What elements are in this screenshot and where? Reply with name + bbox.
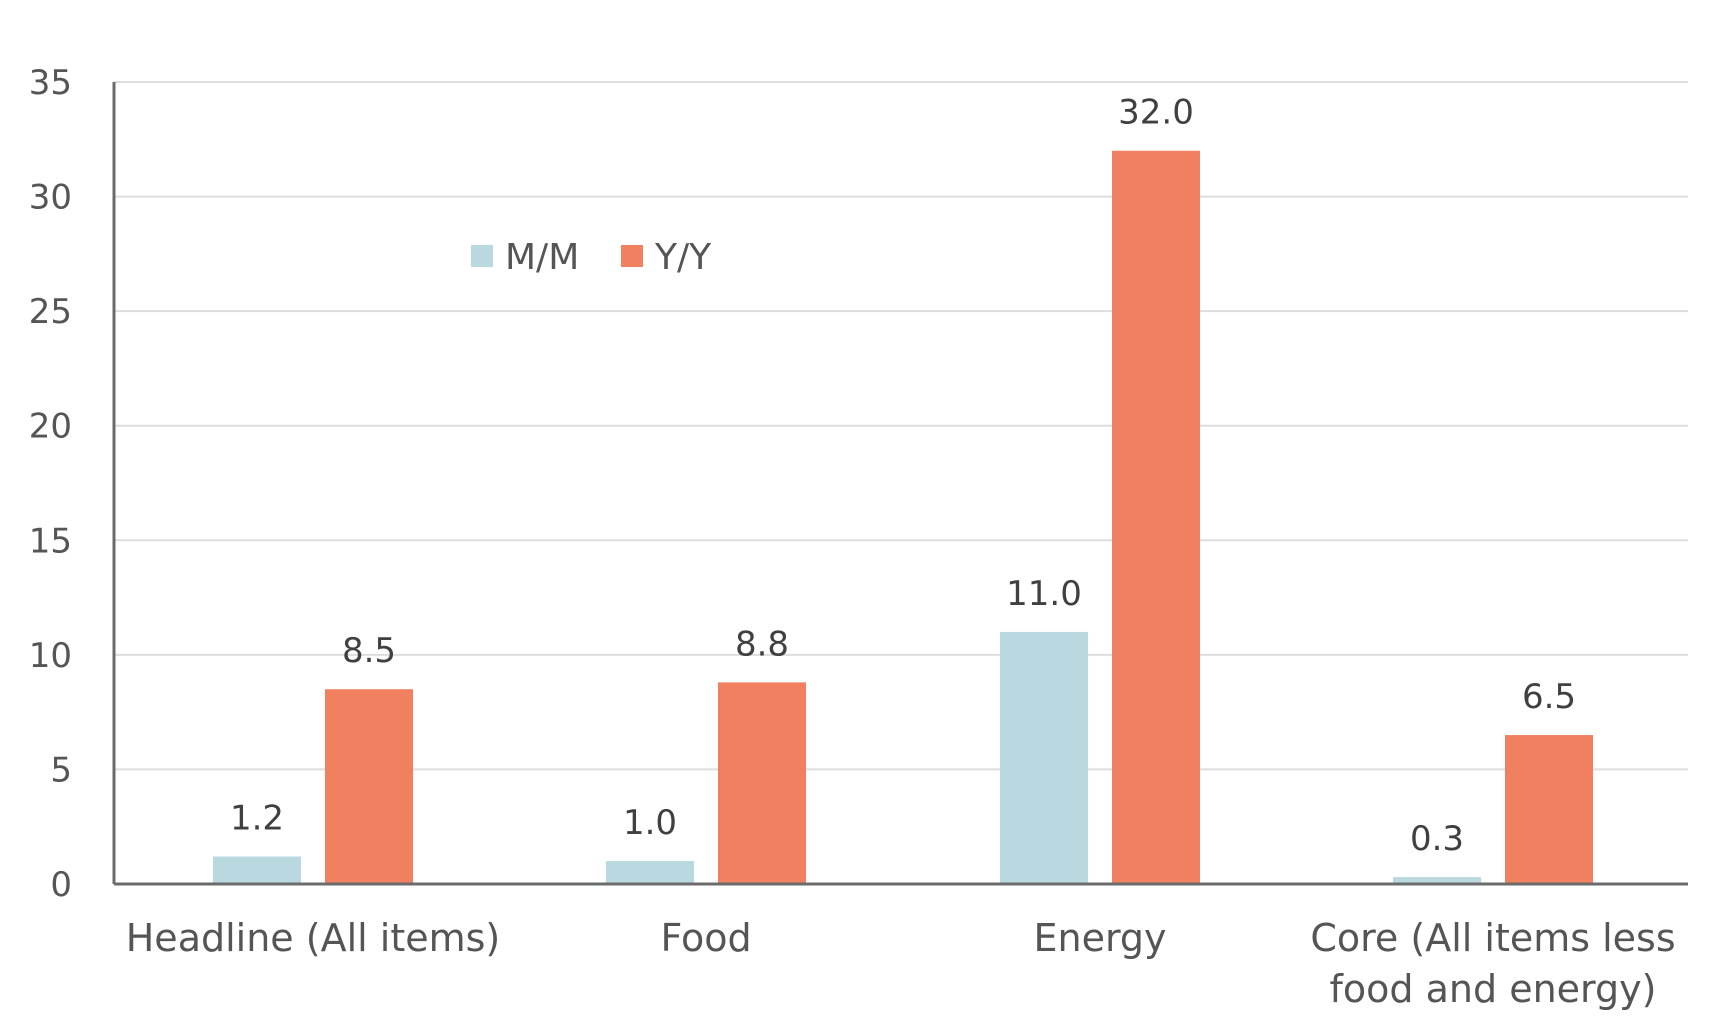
y-tick-label: 20 (29, 407, 72, 447)
data-label-m-m: 0.3 (1410, 819, 1464, 859)
y-tick-label: 10 (29, 636, 72, 676)
bar-y-y (718, 682, 806, 884)
legend-swatch-m-m (471, 245, 493, 267)
bars (213, 150, 1593, 884)
y-tick-label: 25 (29, 292, 72, 332)
gridlines (114, 81, 1688, 771)
x-category-label: Core (All items less (1310, 916, 1675, 960)
x-category-label: Energy (1033, 916, 1166, 960)
data-labels: 1.2 1.0 11.0 0.3 8.5 8.8 32.0 6.5 (230, 93, 1576, 859)
data-label-m-m: 1.0 (623, 803, 677, 843)
data-label-y-y: 8.8 (735, 624, 789, 664)
data-label-y-y: 8.5 (342, 631, 396, 671)
bar-m-m (1393, 877, 1481, 884)
x-category-label: food and energy) (1330, 967, 1657, 1011)
data-label-m-m: 11.0 (1006, 574, 1082, 614)
bar-m-m (1000, 631, 1088, 884)
bar-m-m (213, 856, 301, 884)
data-label-y-y: 32.0 (1118, 93, 1194, 133)
y-tick-label: 0 (50, 865, 72, 905)
bar-y-y (1505, 735, 1593, 884)
data-label-y-y: 6.5 (1522, 677, 1576, 717)
y-axis-tick-labels: 0 5 10 15 20 25 30 35 (29, 63, 72, 905)
legend-label-y-y: Y/Y (654, 237, 712, 278)
legend-swatch-y-y (621, 245, 643, 267)
y-tick-label: 35 (29, 63, 72, 103)
legend-label-m-m: M/M (505, 237, 579, 278)
x-category-label: Food (660, 916, 751, 960)
data-label-m-m: 1.2 (230, 799, 284, 839)
bar-y-y (325, 689, 413, 884)
bar-m-m (606, 861, 694, 884)
y-tick-label: 5 (50, 750, 72, 790)
y-tick-label: 15 (29, 521, 72, 561)
x-axis-category-labels: Headline (All items) Food Energy Core (All … (126, 916, 1676, 1011)
legend: M/M Y/Y (471, 237, 712, 278)
y-tick-label: 30 (29, 178, 72, 218)
bar-y-y (1112, 150, 1200, 884)
axes (112, 82, 1688, 886)
x-category-label: Headline (All items) (126, 916, 501, 960)
